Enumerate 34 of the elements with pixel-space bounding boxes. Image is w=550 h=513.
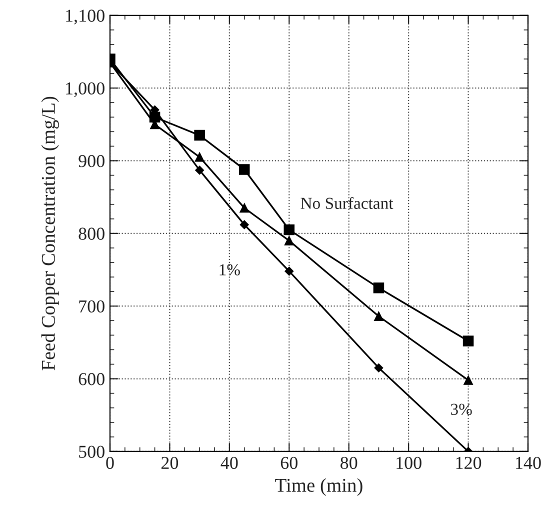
x-axis-title: Time (min) xyxy=(275,478,362,496)
x-tick-label: 120 xyxy=(456,456,482,470)
y-tick-label: 900 xyxy=(78,155,104,168)
x-tick-label: 40 xyxy=(220,456,238,470)
point xyxy=(373,282,384,294)
point xyxy=(194,130,205,141)
series-label: No Surfactant xyxy=(300,197,394,209)
x-tick-label: 80 xyxy=(340,456,358,470)
point xyxy=(374,312,384,321)
point xyxy=(374,363,384,372)
point xyxy=(240,203,250,213)
series-label: 3% xyxy=(451,404,472,415)
point xyxy=(284,224,295,236)
point xyxy=(284,266,294,276)
point xyxy=(195,166,204,175)
x-tick-label: 60 xyxy=(280,456,298,470)
y-tick-label: 600 xyxy=(78,373,104,386)
point xyxy=(240,220,249,230)
point xyxy=(194,152,204,162)
y-tick-label: 800 xyxy=(78,228,104,240)
x-tick-label: 100 xyxy=(396,456,422,470)
x-tick-label: 0 xyxy=(106,456,114,470)
series-label: 1% xyxy=(220,264,240,276)
y-axis-title: Feed Copper Concentration (mg/L) xyxy=(41,96,59,370)
x-tick-label: 20 xyxy=(161,456,178,470)
point xyxy=(238,164,250,175)
point xyxy=(464,376,473,385)
point xyxy=(284,236,294,246)
point xyxy=(462,336,474,346)
y-tick-label: 1,100 xyxy=(66,10,104,24)
y-tick-label: 1,000 xyxy=(66,82,104,98)
x-tick-label: 140 xyxy=(516,456,541,470)
y-tick-label: 500 xyxy=(79,446,104,458)
y-tick-label: 700 xyxy=(79,300,104,313)
